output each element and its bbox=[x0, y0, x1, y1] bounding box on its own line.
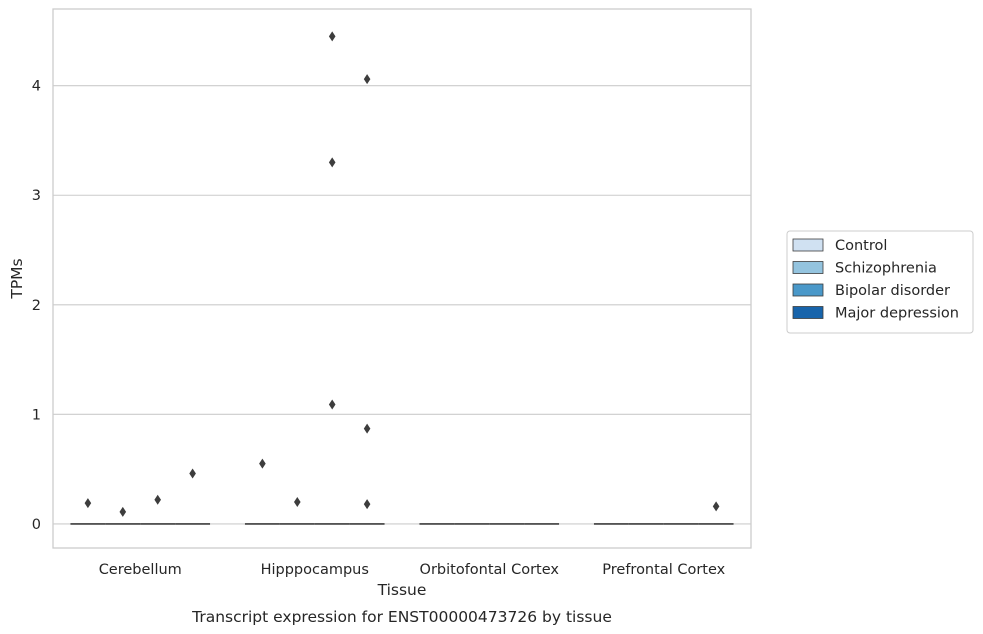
x-tick-label: Orbitofontal Cortex bbox=[420, 562, 560, 578]
plot-frame bbox=[52, 8, 752, 549]
legend-label: Schizophrenia bbox=[835, 261, 937, 277]
outlier-point bbox=[363, 74, 371, 85]
outlier-layer bbox=[84, 31, 720, 517]
y-tick-label: 3 bbox=[32, 188, 41, 204]
legend-swatch bbox=[792, 283, 824, 297]
legend-frame bbox=[786, 230, 974, 334]
x-tick-label: Cerebellum bbox=[99, 562, 182, 578]
y-tick-label: 2 bbox=[32, 298, 41, 314]
outlier-point bbox=[328, 31, 336, 42]
legend-label: Major depression bbox=[835, 306, 959, 322]
y-tick-label: 0 bbox=[32, 517, 41, 533]
x-tick-label: Hipppocampus bbox=[261, 562, 369, 578]
outlier-point bbox=[84, 498, 92, 509]
legend-label: Bipolar disorder bbox=[835, 283, 950, 299]
outlier-point bbox=[712, 501, 720, 512]
outlier-point bbox=[294, 496, 301, 507]
grid-lines bbox=[53, 85, 751, 525]
x-axis-title: Tissue bbox=[377, 581, 427, 599]
x-tick-labels: Cerebellum Hipppocampus Orbitofontal Corte… bbox=[99, 562, 726, 578]
y-axis-title: TPMs bbox=[8, 258, 26, 299]
outlier-point bbox=[189, 468, 196, 479]
outlier-point bbox=[259, 458, 266, 469]
chart-caption: Transcript expression for ENST0000047372… bbox=[191, 608, 612, 626]
outlier-point bbox=[154, 494, 161, 505]
outlier-point bbox=[363, 423, 371, 434]
outlier-point bbox=[363, 499, 371, 510]
legend: Control Schizophrenia Bipolar disorder Majo… bbox=[786, 230, 974, 334]
outlier-point bbox=[328, 157, 336, 168]
legend-label: Control bbox=[835, 238, 887, 254]
y-tick-label: 1 bbox=[32, 407, 41, 423]
y-tick-label: 4 bbox=[32, 79, 41, 95]
x-tick-label: Prefrontal Cortex bbox=[602, 562, 725, 578]
legend-swatch bbox=[792, 238, 824, 252]
legend-swatch bbox=[792, 306, 824, 319]
outlier-point bbox=[328, 399, 336, 410]
y-tick-labels: 0 1 2 3 4 bbox=[32, 79, 41, 533]
legend-swatch bbox=[792, 261, 824, 274]
outlier-point bbox=[119, 506, 127, 517]
legend-items: Control Schizophrenia Bipolar disorder Majo… bbox=[792, 238, 959, 322]
